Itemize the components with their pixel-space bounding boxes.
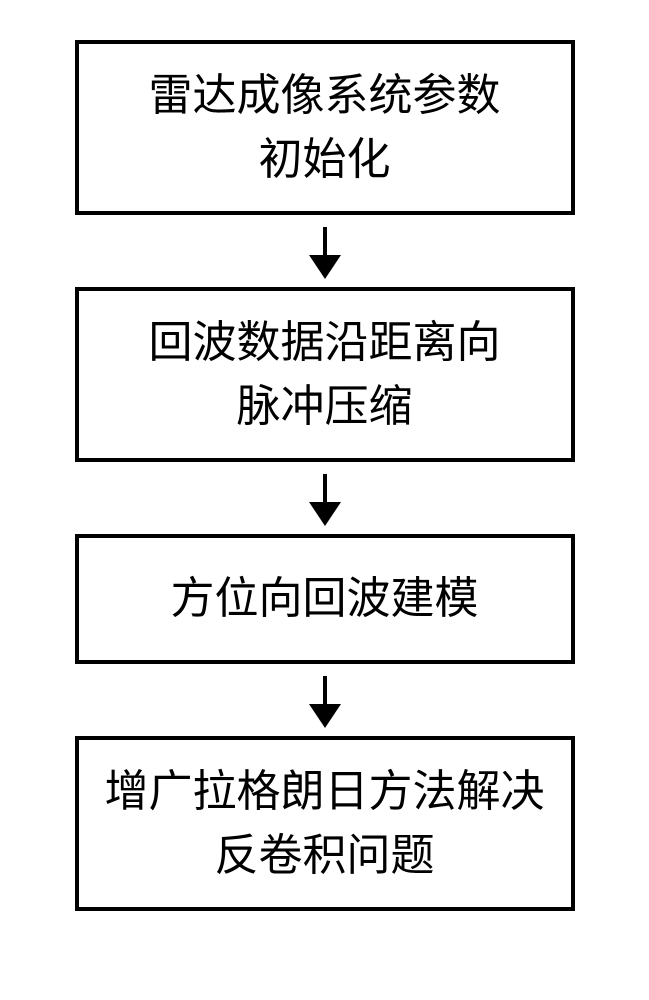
flow-node-4-line-2: 反卷积问题 — [215, 824, 435, 888]
flowchart-container: 雷达成像系统参数 初始化 回波数据沿距离向 脉冲压缩 方位向回波建模 增广拉格朗… — [0, 0, 649, 1000]
arrow-down-icon — [323, 227, 327, 275]
flow-node-1-line-2: 初始化 — [259, 128, 391, 192]
flow-node-3: 方位向回波建模 — [75, 534, 575, 664]
flow-node-1: 雷达成像系统参数 初始化 — [75, 40, 575, 215]
flow-node-2: 回波数据沿距离向 脉冲压缩 — [75, 287, 575, 462]
arrow-3 — [323, 664, 327, 736]
flow-node-1-line-1: 雷达成像系统参数 — [149, 64, 501, 128]
arrow-1 — [323, 215, 327, 287]
flow-node-4-line-1: 增广拉格朗日方法解决 — [105, 760, 545, 824]
flow-node-2-line-1: 回波数据沿距离向 — [149, 311, 501, 375]
arrow-2 — [323, 462, 327, 534]
arrow-down-icon — [323, 474, 327, 522]
arrow-down-icon — [323, 676, 327, 724]
flow-node-2-line-2: 脉冲压缩 — [237, 375, 413, 439]
flow-node-3-line-1: 方位向回波建模 — [171, 573, 479, 626]
flow-node-4: 增广拉格朗日方法解决 反卷积问题 — [75, 736, 575, 911]
